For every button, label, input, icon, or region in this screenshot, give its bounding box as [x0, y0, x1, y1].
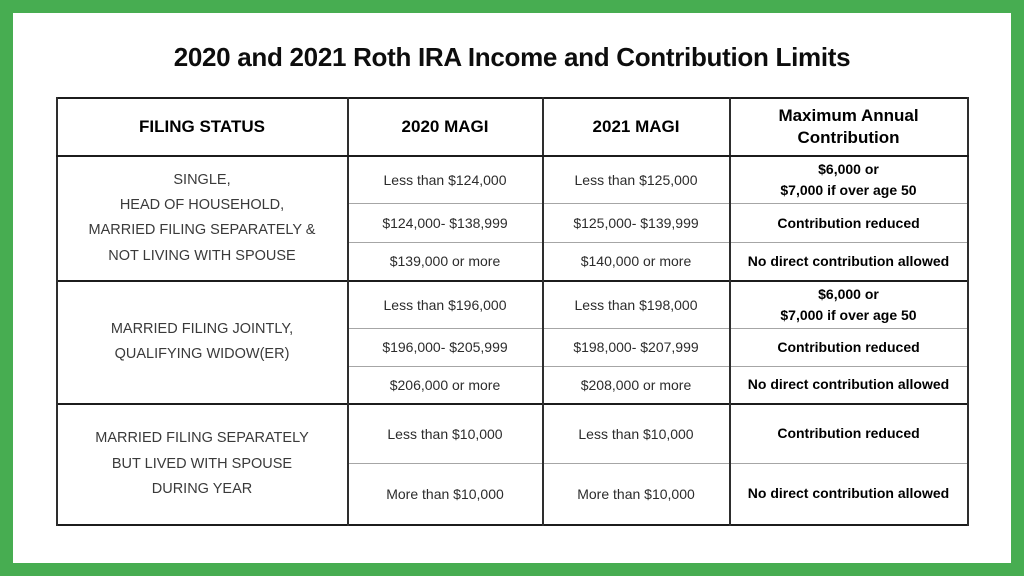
magi-2020-cell: More than $10,000 [346, 462, 544, 525]
magi-2021-cell: $140,000 or more [541, 242, 731, 281]
max-contribution-cell: No direct contribution allowed [728, 365, 969, 404]
magi-2021-cell: Less than $125,000 [541, 155, 731, 204]
magi-2020-cell: $124,000- $138,999 [346, 203, 544, 243]
table-row: More than $10,000 More than $10,000 No d… [57, 462, 969, 525]
filing-status-cell: SINGLE, HEAD OF HOUSEHOLD, MARRIED FILIN… [55, 155, 349, 281]
col-header-2020-magi: 2020 MAGI [346, 98, 544, 157]
max-contribution-cell: Contribution reduced [728, 403, 969, 463]
table-row: SINGLE, HEAD OF HOUSEHOLD, MARRIED FILIN… [55, 155, 969, 281]
roth-ira-limits-table: FILING STATUS 2020 MAGI 2021 MAGI Maximu… [55, 97, 969, 526]
col-header-2021-magi: 2021 MAGI [541, 98, 731, 157]
magi-2020-cell: Less than $196,000 [346, 279, 544, 328]
col-header-max-contribution: Maximum Annual Contribution [728, 98, 969, 157]
max-contribution-cell: No direct contribution allowed [728, 462, 969, 525]
magi-2021-cell: More than $10,000 [541, 462, 731, 525]
max-contribution-cell: $6,000 or $7,000 if over age 50 [728, 279, 969, 328]
table-row: MARRIED FILING SEPARATELY BUT LIVED WITH… [55, 403, 969, 525]
max-contribution-cell: Contribution reduced [728, 327, 969, 366]
magi-2020-cell: Less than $124,000 [346, 155, 544, 204]
table-row: MARRIED FILING JOINTLY, QUALIFYING WIDOW… [55, 279, 969, 404]
table-row: $206,000 or more $208,000 or more No dir… [57, 365, 969, 404]
table-row: $196,000- $205,999 $198,000- $207,999 Co… [57, 327, 969, 366]
magi-2020-cell: Less than $10,000 [346, 403, 544, 463]
magi-2021-cell: $125,000- $139,999 [541, 203, 731, 243]
magi-2020-cell: $139,000 or more [346, 242, 544, 281]
table-row: $124,000- $138,999 $125,000- $139,999 Co… [57, 203, 969, 243]
page-title: 2020 and 2021 Roth IRA Income and Contri… [173, 42, 851, 72]
table-row: $139,000 or more $140,000 or more No dir… [57, 242, 969, 281]
max-contribution-cell: No direct contribution allowed [728, 242, 969, 281]
col-header-filing-status: FILING STATUS [55, 98, 349, 157]
max-contribution-cell: $6,000 or $7,000 if over age 50 [728, 155, 969, 204]
magi-2021-cell: Less than $10,000 [541, 403, 731, 463]
max-contribution-cell: Contribution reduced [728, 203, 969, 243]
magi-2021-cell: $198,000- $207,999 [541, 327, 731, 366]
header-row: FILING STATUS 2020 MAGI 2021 MAGI Maximu… [55, 98, 969, 157]
magi-2021-cell: Less than $198,000 [541, 279, 731, 328]
magi-2020-cell: $206,000 or more [346, 365, 544, 404]
filing-status-cell: MARRIED FILING SEPARATELY BUT LIVED WITH… [55, 403, 349, 525]
filing-status-cell: MARRIED FILING JOINTLY, QUALIFYING WIDOW… [55, 279, 349, 404]
magi-2021-cell: $208,000 or more [541, 365, 731, 404]
magi-2020-cell: $196,000- $205,999 [346, 327, 544, 366]
